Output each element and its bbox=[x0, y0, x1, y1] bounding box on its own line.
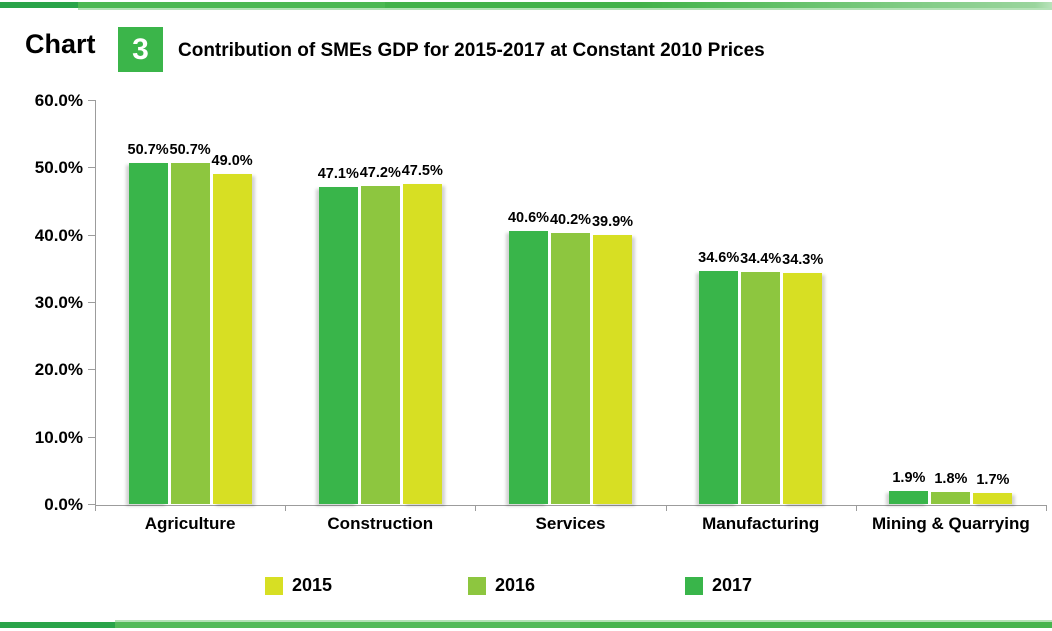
bar-2017 bbox=[128, 162, 168, 504]
bar-2015 bbox=[783, 273, 823, 504]
bar-value-label: 50.7% bbox=[169, 141, 211, 158]
bottom-border bbox=[0, 620, 1052, 628]
chart-title: Contribution of SMEs GDP for 2015-2017 a… bbox=[178, 40, 765, 61]
x-axis-tick bbox=[855, 505, 857, 511]
y-axis-tick bbox=[88, 167, 95, 169]
x-axis-line bbox=[95, 505, 1046, 506]
x-axis-tick bbox=[1046, 505, 1047, 511]
bar-value-label: 34.4% bbox=[740, 251, 782, 268]
bar-2017 bbox=[318, 186, 358, 504]
y-axis-tick bbox=[88, 234, 95, 236]
legend-item-2015: 2015 bbox=[265, 575, 332, 596]
legend-swatch bbox=[265, 576, 283, 595]
y-axis-tick-label: 60.0% bbox=[34, 91, 83, 110]
bar-2016 bbox=[551, 233, 590, 504]
legend-label: 2015 bbox=[292, 575, 333, 595]
bar-2016 bbox=[741, 272, 781, 504]
x-axis-tick bbox=[475, 505, 477, 511]
bar-value-label: 34.3% bbox=[782, 252, 824, 269]
bar-value-label: 39.9% bbox=[591, 214, 634, 231]
x-axis-category-label: Construction bbox=[327, 514, 434, 533]
y-axis-tick-label: 30.0% bbox=[34, 293, 83, 312]
bar-2015 bbox=[973, 492, 1013, 504]
x-axis-category-label: Manufacturing bbox=[702, 514, 820, 533]
y-axis-tick bbox=[88, 369, 95, 371]
y-axis-tick bbox=[88, 436, 95, 438]
x-axis-tick bbox=[95, 505, 96, 511]
x-axis-tick bbox=[285, 505, 287, 511]
y-axis-tick bbox=[88, 100, 95, 101]
y-axis-tick-label: 50.0% bbox=[34, 158, 83, 178]
x-axis-tick bbox=[665, 505, 667, 511]
legend-swatch bbox=[468, 576, 486, 595]
bar-value-label: 40.6% bbox=[507, 209, 550, 226]
legend-label: 2017 bbox=[712, 575, 753, 595]
bar-2016 bbox=[931, 491, 971, 504]
bar-2016 bbox=[360, 186, 400, 504]
y-axis-line bbox=[95, 100, 96, 506]
bar-value-label: 49.0% bbox=[211, 153, 253, 170]
top-border bbox=[0, 2, 1052, 10]
x-axis-category-label: Services bbox=[535, 514, 606, 533]
legend-item-2017: 2017 bbox=[685, 575, 752, 596]
bar-2015 bbox=[593, 235, 632, 504]
bar-2015 bbox=[402, 184, 442, 504]
chart-number-badge: 3 bbox=[118, 27, 163, 72]
chart-word-label: Chart bbox=[25, 29, 96, 59]
y-axis-tick bbox=[88, 302, 95, 303]
bar-value-label: 47.1% bbox=[317, 165, 359, 182]
y-axis-tick-label: 10.0% bbox=[34, 427, 83, 447]
bar-2017 bbox=[699, 271, 739, 504]
y-axis-tick-label: 20.0% bbox=[34, 360, 83, 380]
bar-2016 bbox=[170, 162, 210, 504]
x-axis-category-label: Agriculture bbox=[144, 514, 236, 533]
y-axis-tick-label: 0.0% bbox=[44, 495, 83, 514]
bar-value-label: 1.8% bbox=[934, 470, 968, 487]
bar-value-label: 1.9% bbox=[892, 470, 926, 487]
bar-value-label: 50.7% bbox=[127, 141, 169, 158]
legend-label: 2016 bbox=[495, 575, 536, 595]
bar-value-label: 47.5% bbox=[401, 163, 443, 180]
bar-2015 bbox=[212, 174, 252, 504]
bar-value-label: 47.2% bbox=[359, 165, 401, 182]
bar-value-label: 34.6% bbox=[698, 250, 740, 267]
chart-number: 3 bbox=[132, 32, 149, 66]
y-axis-tick-label: 40.0% bbox=[34, 225, 83, 245]
x-axis-category-label: Mining & Quarrying bbox=[872, 514, 1030, 533]
legend-item-2016: 2016 bbox=[468, 575, 535, 596]
bar-value-label: 40.2% bbox=[549, 212, 592, 229]
y-axis-tick bbox=[88, 504, 95, 505]
bar-2017 bbox=[509, 230, 548, 504]
bar-value-label: 1.7% bbox=[976, 471, 1010, 488]
bar-2017 bbox=[889, 491, 929, 504]
legend-swatch bbox=[685, 576, 703, 595]
